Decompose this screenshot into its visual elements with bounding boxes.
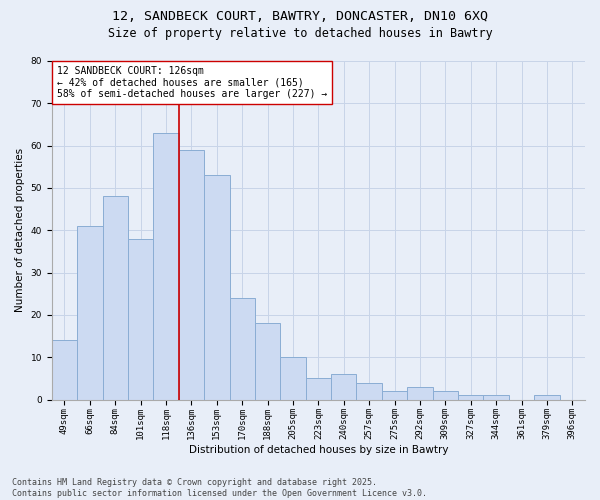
Bar: [484, 396, 509, 400]
Text: Contains HM Land Registry data © Crown copyright and database right 2025.
Contai: Contains HM Land Registry data © Crown c…: [12, 478, 427, 498]
Bar: [382, 391, 407, 400]
Bar: [103, 196, 128, 400]
Bar: [52, 340, 77, 400]
Y-axis label: Number of detached properties: Number of detached properties: [15, 148, 25, 312]
Text: Size of property relative to detached houses in Bawtry: Size of property relative to detached ho…: [107, 28, 493, 40]
Bar: [255, 324, 280, 400]
Bar: [534, 396, 560, 400]
Bar: [179, 150, 204, 400]
Bar: [331, 374, 356, 400]
Bar: [407, 387, 433, 400]
X-axis label: Distribution of detached houses by size in Bawtry: Distribution of detached houses by size …: [188, 445, 448, 455]
Bar: [305, 378, 331, 400]
Bar: [230, 298, 255, 400]
Text: 12 SANDBECK COURT: 126sqm
← 42% of detached houses are smaller (165)
58% of semi: 12 SANDBECK COURT: 126sqm ← 42% of detac…: [57, 66, 328, 100]
Bar: [128, 238, 154, 400]
Bar: [204, 176, 230, 400]
Bar: [77, 226, 103, 400]
Bar: [356, 382, 382, 400]
Bar: [458, 396, 484, 400]
Bar: [154, 133, 179, 400]
Bar: [280, 357, 305, 400]
Bar: [433, 391, 458, 400]
Text: 12, SANDBECK COURT, BAWTRY, DONCASTER, DN10 6XQ: 12, SANDBECK COURT, BAWTRY, DONCASTER, D…: [112, 10, 488, 23]
